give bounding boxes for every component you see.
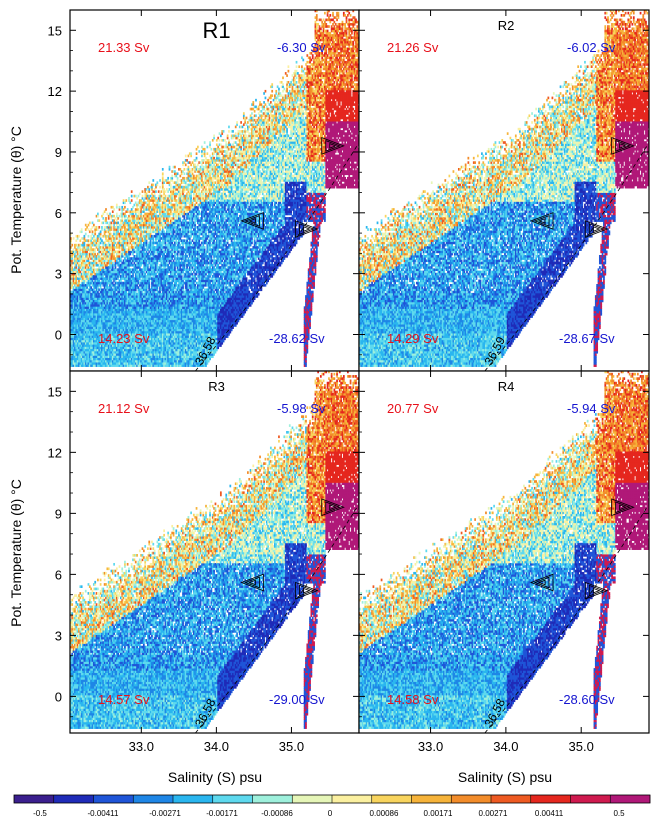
heatmap-cell (159, 179, 161, 182)
heatmap-cell (169, 166, 171, 169)
heatmap-cell (159, 186, 161, 189)
heatmap-cell (71, 244, 73, 247)
heatmap-cell (152, 184, 154, 187)
heatmap-cell (73, 237, 75, 240)
heatmap-cell (125, 199, 127, 202)
heatmap-cell (170, 186, 172, 189)
heatmap-cell (155, 186, 157, 189)
heatmap-cell (112, 259, 114, 262)
heatmap-cell (162, 172, 164, 175)
heatmap-cell (93, 235, 95, 238)
heatmap-cell (105, 217, 107, 220)
heatmap-cell (113, 208, 115, 211)
heatmap-cell (131, 195, 133, 198)
heatmap-cell (127, 210, 129, 213)
heatmap-cell (116, 213, 118, 216)
heatmap-cell (156, 181, 158, 184)
heatmap-cell (155, 190, 157, 193)
heatmap-cell (170, 184, 172, 187)
heatmap-cell (139, 193, 141, 196)
heatmap-cell (148, 181, 150, 184)
heatmap-cell (162, 168, 164, 171)
heatmap-cell (78, 235, 80, 238)
heatmap-cell (112, 210, 114, 213)
heatmap-cell (116, 204, 118, 207)
heatmap-cell (92, 230, 94, 233)
heatmap-cell (88, 235, 90, 238)
heatmap-cell (152, 179, 154, 182)
heatmap-cell (85, 233, 87, 236)
heatmap-cell (116, 235, 118, 238)
heatmap-cell (131, 199, 133, 202)
heatmap-cell (81, 228, 83, 231)
heatmap-cell (128, 197, 130, 200)
heatmap-cell (96, 259, 98, 262)
heatmap-cell (104, 210, 106, 213)
heatmap-cell (151, 186, 153, 189)
heatmap-cell (100, 235, 102, 238)
heatmap-cell (127, 208, 129, 211)
heatmap-cell (142, 190, 144, 193)
heatmap-cell (111, 233, 113, 236)
heatmap-cell (98, 226, 100, 229)
heatmap-cell (124, 206, 126, 209)
heatmap-cell (119, 206, 121, 209)
heatmap-cell (89, 222, 91, 225)
heatmap-cell (131, 190, 133, 193)
heatmap-cell (84, 235, 86, 238)
heatmap-cell (142, 195, 144, 198)
heatmap-cell (167, 177, 169, 180)
heatmap-cell (156, 286, 158, 289)
heatmap-cell (171, 175, 173, 178)
heatmap-cell (101, 226, 103, 229)
heatmap-cell (98, 219, 100, 222)
heatmap-cell (97, 213, 99, 216)
heatmap-cell (105, 208, 107, 211)
